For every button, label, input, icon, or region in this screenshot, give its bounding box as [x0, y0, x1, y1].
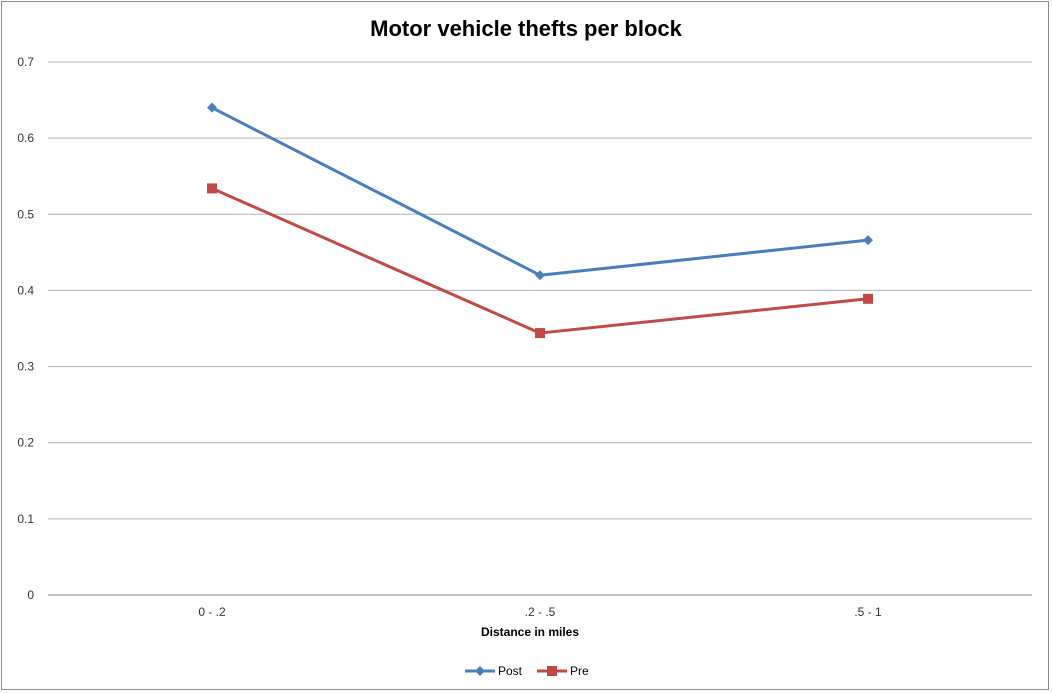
legend-item-post: Post [465, 664, 523, 678]
y-tick-label: 0.3 [17, 360, 34, 374]
y-tick-label: 0.5 [17, 207, 34, 221]
legend-marker [547, 666, 557, 676]
x-tick-label: .5 - 1 [854, 605, 882, 619]
y-axis-ticks: 0 0.1 0.2 0.3 0.4 0.5 0.6 0.7 [17, 55, 34, 602]
y-tick-label: 0.7 [17, 55, 34, 69]
legend-marker [475, 666, 485, 676]
x-tick-label: .2 - .5 [525, 605, 556, 619]
series-line [212, 188, 868, 333]
series-post [207, 103, 873, 281]
x-axis-ticks: 0 - .2 .2 - .5 .5 - 1 [198, 605, 882, 619]
series-line [212, 108, 868, 276]
data-point [207, 103, 217, 113]
y-tick-label: 0.1 [17, 512, 34, 526]
data-point [863, 235, 873, 245]
legend-label: Pre [570, 664, 589, 678]
series-pre [207, 183, 873, 338]
y-tick-label: 0.6 [17, 131, 34, 145]
data-point [535, 270, 545, 280]
y-tick-label: 0 [27, 588, 34, 602]
y-tick-label: 0.2 [17, 436, 34, 450]
data-point [207, 183, 217, 193]
data-point [863, 294, 873, 304]
legend: Post Pre [465, 664, 589, 678]
x-axis-title: Distance in miles [481, 625, 579, 639]
data-point [535, 328, 545, 338]
y-tick-label: 0.4 [17, 283, 34, 297]
legend-item-pre: Pre [537, 664, 589, 678]
legend-label: Post [498, 664, 523, 678]
x-tick-label: 0 - .2 [198, 605, 226, 619]
